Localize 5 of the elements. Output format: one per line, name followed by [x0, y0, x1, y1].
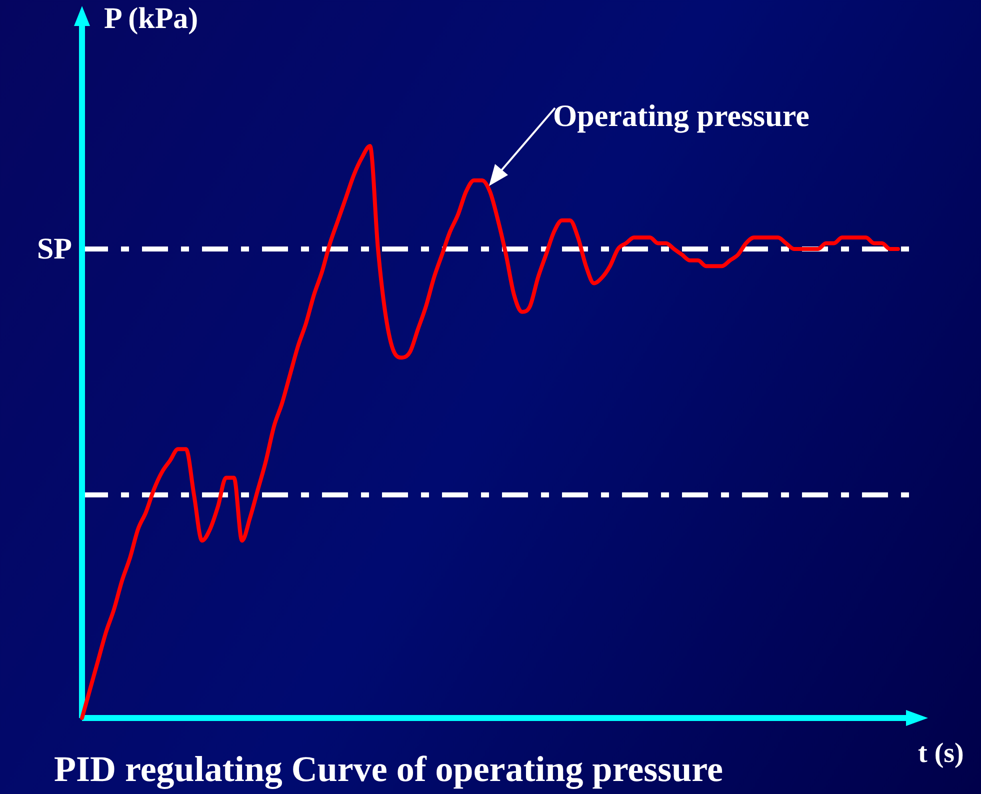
ref-line-label: SP: [36, 232, 72, 266]
text: PID regulating Curve of operating pressure: [54, 748, 723, 790]
x-axis-title: t (s): [918, 738, 964, 770]
y-axis-title: P (kPa): [104, 2, 198, 36]
text: Operating pressure: [553, 98, 810, 134]
